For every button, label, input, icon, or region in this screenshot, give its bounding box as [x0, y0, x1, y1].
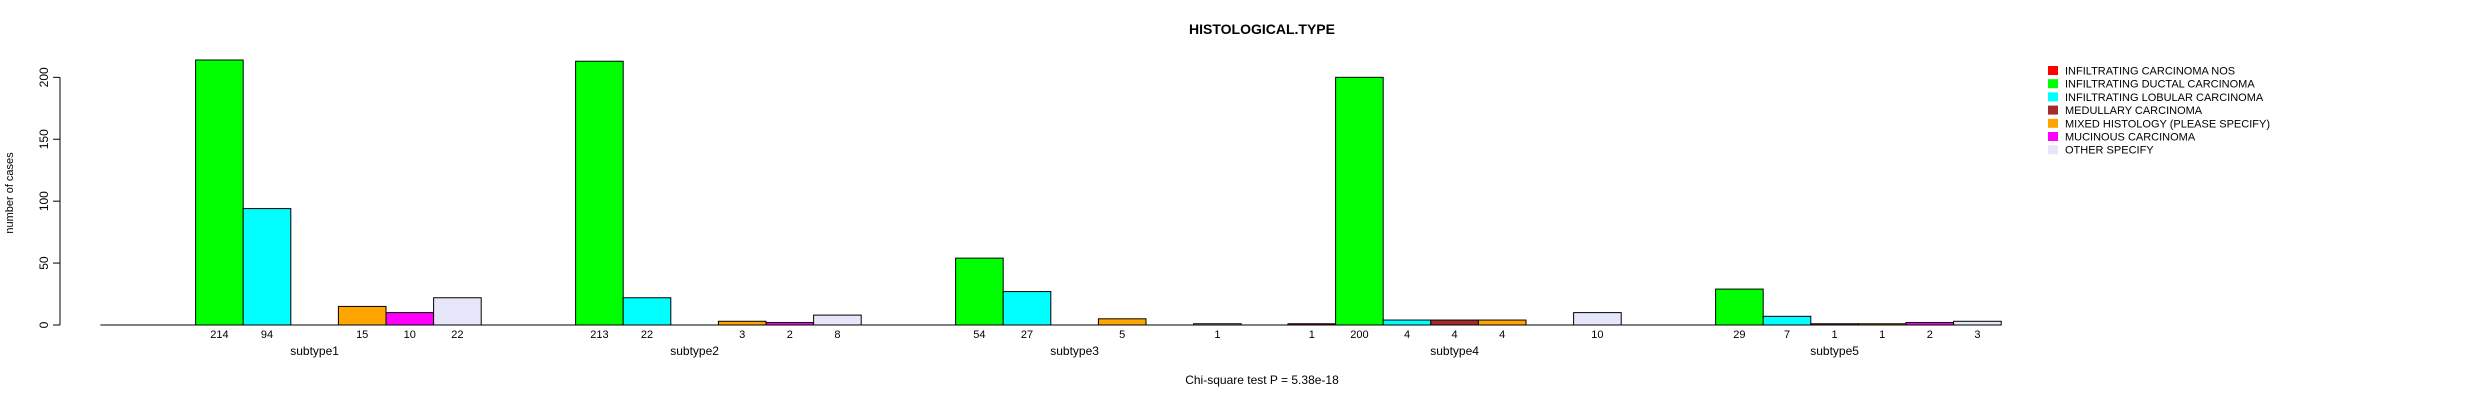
bar-value-label: 94: [261, 329, 273, 341]
bar: [1002, 291, 1052, 326]
bar-value-label: 1: [1879, 329, 1885, 341]
bar: [575, 60, 624, 326]
bar-value-label: 10: [1591, 329, 1603, 341]
bar: [1715, 288, 1764, 326]
bar: [1573, 312, 1622, 326]
bar-value-label: 2: [1927, 329, 1933, 341]
bar: [1953, 320, 2002, 326]
bar: [1762, 315, 1812, 326]
legend-swatch: [2048, 66, 2058, 75]
bar: [717, 320, 767, 326]
legend-swatch: [2048, 79, 2058, 89]
chi-square-footnote: Chi-square test P = 5.38e-18: [1185, 373, 1339, 387]
legend-label: INFILTRATING LOBULAR CARCINOMA: [2065, 92, 2264, 104]
chart-title: HISTOLOGICAL.TYPE: [1189, 21, 1335, 37]
bar: [1193, 323, 1242, 326]
bar-value-label: 27: [1021, 329, 1033, 341]
bar: [1287, 323, 1337, 326]
y-tick-label: 200: [37, 67, 51, 87]
group-label: subtype4: [1430, 344, 1479, 358]
bar: [765, 322, 815, 326]
group-label: subtype3: [1050, 344, 1099, 358]
y-tick-label: 150: [37, 129, 51, 149]
bar: [813, 314, 862, 326]
legend-label: MUCINOUS CARCINOMA: [2065, 132, 2196, 144]
bar: [1097, 318, 1147, 326]
bar: [433, 297, 482, 326]
legend-label: OTHER SPECIFY: [2065, 145, 2154, 157]
bar: [337, 305, 387, 326]
bar: [1382, 319, 1432, 326]
bar-value-label: 22: [641, 329, 653, 341]
bar-value-label: 8: [834, 329, 840, 341]
y-axis-label: number of cases: [4, 152, 16, 234]
bar: [242, 208, 292, 326]
bar-value-label: 200: [1350, 329, 1368, 341]
bar-value-label: 29: [1733, 329, 1745, 341]
bar: [1335, 76, 1384, 326]
bar: [1857, 323, 1907, 326]
legend-label: MIXED HISTOLOGY (PLEASE SPECIFY): [2065, 118, 2270, 130]
bar-value-label: 214: [210, 329, 228, 341]
bar-value-label: 3: [1974, 329, 1980, 341]
bar-value-label: 213: [590, 329, 608, 341]
bar: [955, 257, 1004, 326]
bar: [1810, 323, 1859, 326]
y-tick-label: 0: [37, 321, 51, 328]
bar-value-label: 7: [1784, 329, 1790, 341]
bar-value-label: 4: [1452, 329, 1458, 341]
legend-label: INFILTRATING CARCINOMA NOS: [2065, 66, 2235, 78]
bar-value-label: 4: [1404, 329, 1410, 341]
bar: [1905, 322, 1955, 326]
bar: [1477, 319, 1527, 326]
bar: [195, 59, 244, 326]
bar-value-label: 10: [404, 329, 416, 341]
bar-value-label: 1: [1214, 329, 1220, 341]
bar-value-label: 22: [451, 329, 463, 341]
bar: [1430, 319, 1479, 326]
bar-value-label: 5: [1119, 329, 1125, 341]
legend-swatch: [2048, 132, 2058, 141]
bar-value-label: 1: [1309, 329, 1315, 341]
bar-value-label: 4: [1499, 329, 1505, 341]
bar-value-label: 54: [973, 329, 985, 341]
y-tick-label: 50: [37, 256, 51, 270]
bar: [385, 312, 435, 326]
bar-value-label: 3: [739, 329, 745, 341]
legend-swatch: [2048, 92, 2058, 102]
group-label: subtype1: [290, 344, 339, 358]
legend-swatch: [2048, 105, 2058, 115]
bar-value-label: 2: [787, 329, 793, 341]
legend-label: INFILTRATING DUCTAL CARCINOMA: [2065, 79, 2255, 91]
legend-swatch: [2048, 118, 2058, 128]
bar-value-label: 1: [1832, 329, 1838, 341]
group-label: subtype2: [670, 344, 719, 358]
group-label: subtype5: [1810, 344, 1859, 358]
legend-label: MEDULLARY CARCINOMA: [2065, 105, 2203, 117]
legend-swatch: [2048, 145, 2058, 155]
bar: [622, 297, 672, 326]
bar-value-label: 15: [356, 329, 368, 341]
y-tick-label: 100: [37, 191, 51, 211]
